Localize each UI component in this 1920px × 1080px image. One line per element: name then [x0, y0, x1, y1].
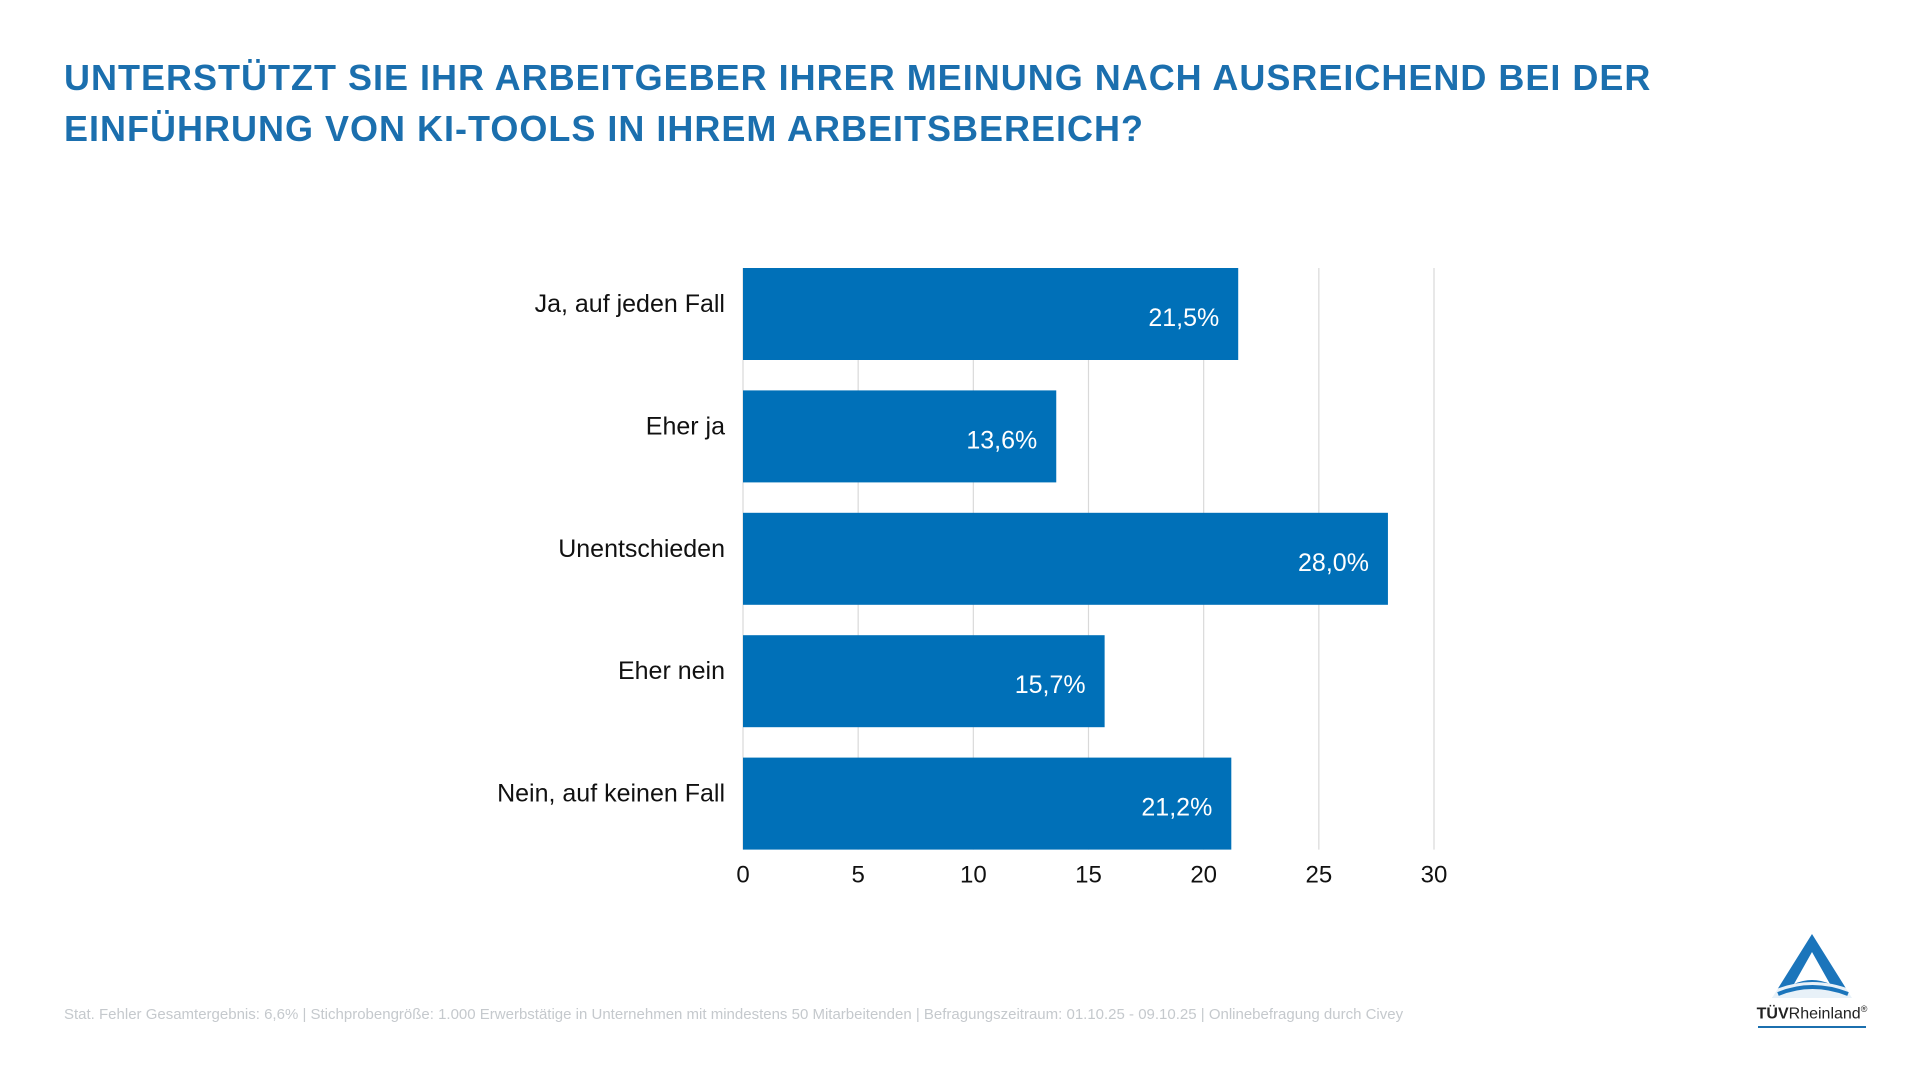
data-label: 28,0%	[1298, 549, 1369, 577]
x-tick-label: 0	[736, 862, 749, 889]
tuv-rheinland-logo: TÜVRheinland®	[1752, 928, 1872, 1028]
category-label: Eher ja	[646, 412, 725, 440]
category-label: Unentschieden	[558, 535, 725, 563]
bar	[743, 390, 1057, 483]
data-label: 21,2%	[1141, 794, 1212, 822]
x-tick-label: 20	[1190, 862, 1217, 889]
x-tick-label: 5	[851, 862, 864, 889]
footer-note: Stat. Fehler Gesamtergebnis: 6,6% | Stic…	[64, 1006, 1404, 1023]
x-tick-label: 15	[1075, 862, 1102, 889]
tuv-triangle-icon	[1772, 934, 1852, 998]
data-label: 13,6%	[966, 426, 1037, 454]
x-tick-label: 30	[1421, 862, 1448, 889]
x-tick-label: 25	[1305, 862, 1332, 889]
data-label: 15,7%	[1015, 671, 1086, 699]
bar	[743, 268, 1239, 360]
category-label: Nein, auf keinen Fall	[497, 780, 725, 808]
bar	[743, 635, 1105, 728]
category-label: Ja, auf jeden Fall	[535, 290, 725, 318]
bar	[743, 757, 1232, 850]
data-label: 21,5%	[1148, 304, 1219, 332]
logo-underline	[1758, 1026, 1866, 1028]
bar	[743, 512, 1388, 605]
category-label: Eher nein	[618, 657, 725, 685]
logo-wordmark: TÜVRheinland®	[1756, 1004, 1868, 1023]
x-tick-label: 10	[960, 862, 987, 889]
chart-title: UNTERSTÜTZT SIE IHR ARBEITGEBER IHRER ME…	[64, 57, 1652, 149]
